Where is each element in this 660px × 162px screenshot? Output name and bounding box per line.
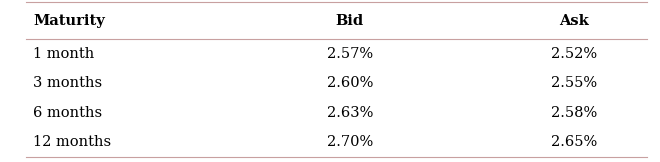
Text: 2.55%: 2.55%: [551, 76, 597, 90]
Text: 2.70%: 2.70%: [327, 135, 373, 149]
Text: Ask: Ask: [559, 14, 589, 28]
Text: 2.60%: 2.60%: [327, 76, 373, 90]
Text: 6 months: 6 months: [33, 106, 102, 120]
Text: 2.52%: 2.52%: [551, 47, 597, 61]
Text: 3 months: 3 months: [33, 76, 102, 90]
Text: 2.57%: 2.57%: [327, 47, 373, 61]
Text: 2.65%: 2.65%: [551, 135, 597, 149]
Text: 2.58%: 2.58%: [551, 106, 597, 120]
Text: Maturity: Maturity: [33, 14, 105, 28]
Text: 12 months: 12 months: [33, 135, 111, 149]
Text: 1 month: 1 month: [33, 47, 94, 61]
Text: Bid: Bid: [336, 14, 364, 28]
Text: 2.63%: 2.63%: [327, 106, 373, 120]
